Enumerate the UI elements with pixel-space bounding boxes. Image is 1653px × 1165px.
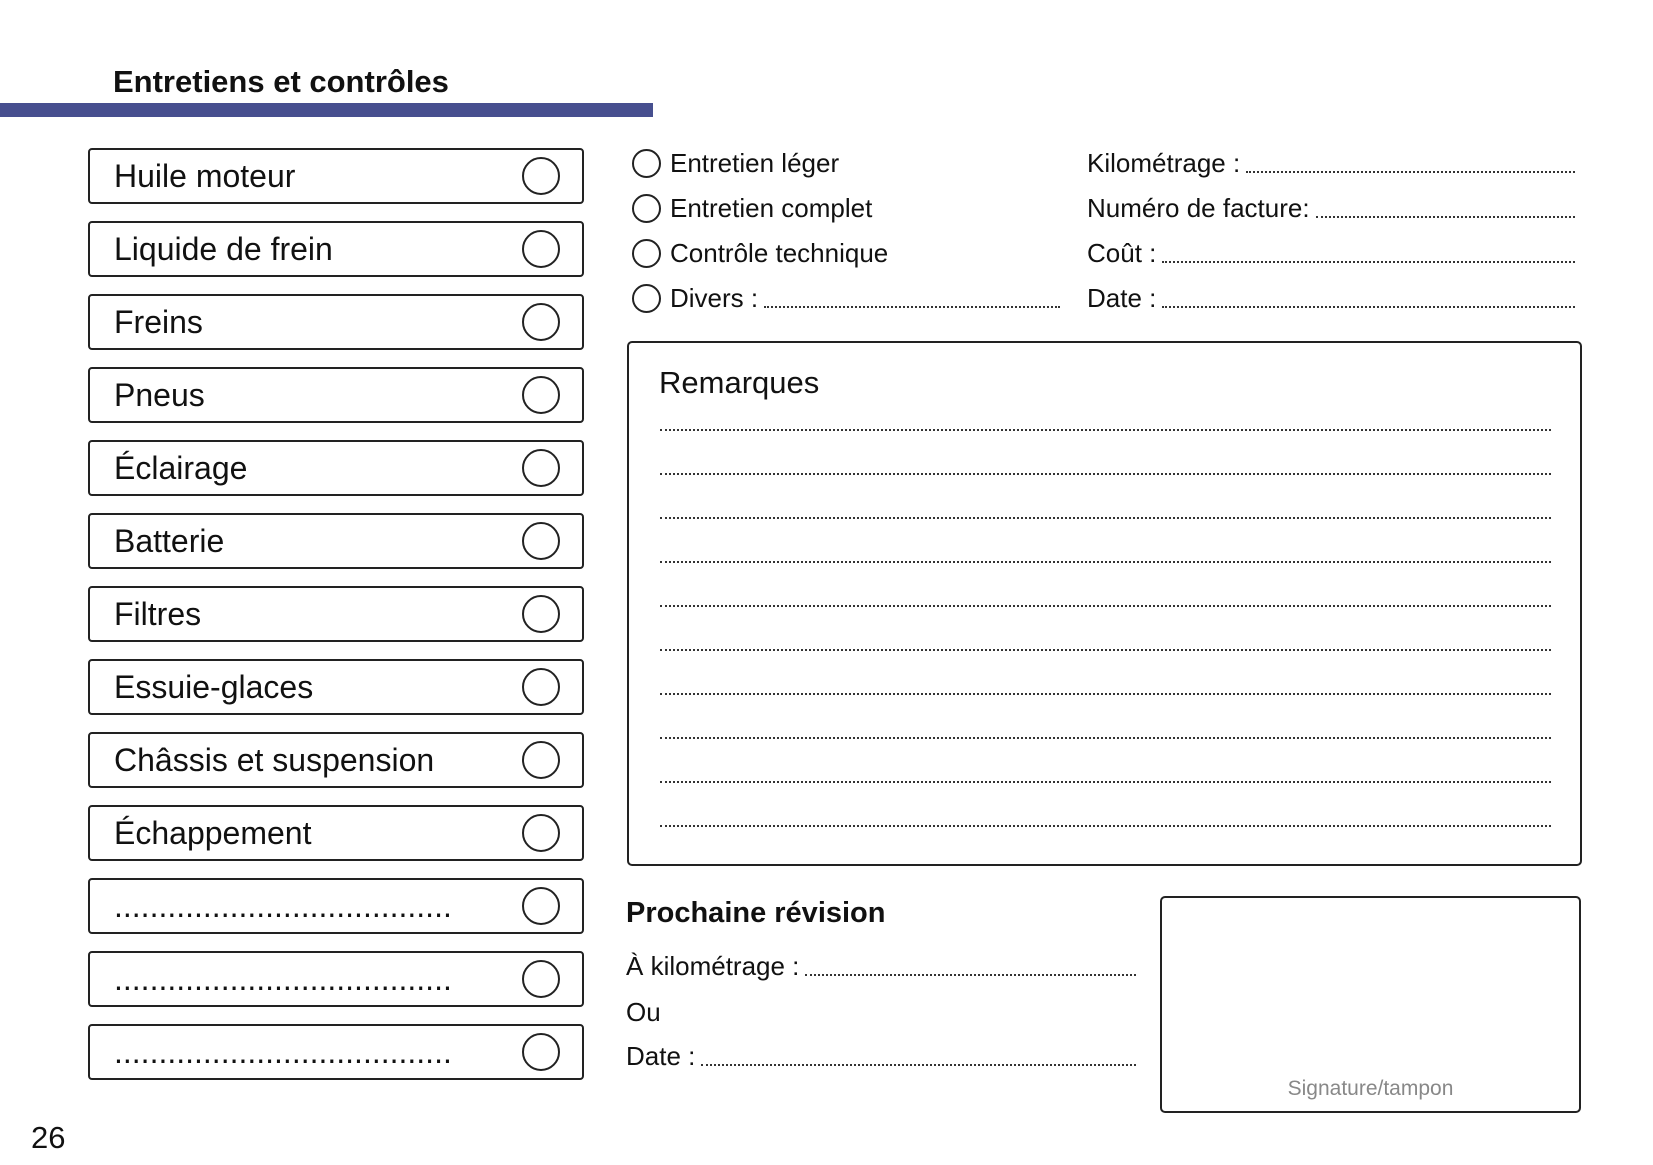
checklist-item[interactable]: Éclairage <box>88 440 584 496</box>
remarks-title: Remarques <box>659 365 820 400</box>
next-km-label: À kilométrage : <box>626 950 800 981</box>
option-label: Divers : <box>670 282 759 313</box>
checkbox-circle-icon[interactable] <box>522 157 560 195</box>
next-km-field[interactable]: À kilométrage : <box>626 950 1136 982</box>
remarks-line[interactable] <box>660 693 1551 695</box>
checklist-item-label: Éclairage <box>114 449 248 486</box>
remarks-line[interactable] <box>660 517 1551 519</box>
checklist-item[interactable]: Filtres <box>88 586 584 642</box>
checkbox-circle-icon[interactable] <box>522 960 560 998</box>
checkbox-circle-icon[interactable] <box>522 668 560 706</box>
checklist-item[interactable]: Pneus <box>88 367 584 423</box>
radio-circle-icon[interactable] <box>632 283 661 313</box>
radio-circle-icon[interactable] <box>632 148 661 178</box>
checkbox-circle-icon[interactable] <box>522 887 560 925</box>
field-label: Kilométrage : <box>1087 147 1241 178</box>
next-km-line[interactable] <box>805 956 1136 976</box>
checklist-item-label: Châssis et suspension <box>114 741 435 778</box>
checklist-item-label: Liquide de frein <box>114 230 333 267</box>
remarks-line[interactable] <box>660 473 1551 475</box>
checklist-item[interactable]: Essuie-glaces <box>88 659 584 715</box>
checkbox-circle-icon[interactable] <box>522 230 560 268</box>
field-line[interactable] <box>1162 288 1575 308</box>
signature-label: Signature/tampon <box>1287 1077 1454 1100</box>
checklist-item[interactable]: Châssis et suspension <box>88 732 584 788</box>
service-field[interactable]: Coût : <box>1087 238 1575 268</box>
checklist-item[interactable]: ...................................... <box>88 1024 584 1080</box>
checklist-item-label: Échappement <box>114 814 312 851</box>
field-label: Coût : <box>1087 237 1157 268</box>
option-label: Entretien complet <box>670 192 873 223</box>
remarks-line[interactable] <box>660 825 1551 827</box>
signature-box[interactable]: Signature/tampon <box>1160 896 1581 1113</box>
title-accent-bar <box>0 103 653 117</box>
checkbox-circle-icon[interactable] <box>522 449 560 487</box>
service-type-option[interactable]: Contrôle technique <box>632 238 888 268</box>
checklist-item-label: Freins <box>114 303 203 340</box>
page-title: Entretiens et contrôles <box>113 64 449 99</box>
or-label: Ou <box>626 996 661 1027</box>
checklist-item[interactable]: ...................................... <box>88 951 584 1007</box>
divers-line[interactable] <box>764 288 1060 308</box>
or-label-row: Ou <box>626 996 1136 1028</box>
next-date-field[interactable]: Date : <box>626 1040 1136 1072</box>
checklist-item-label: ...................................... <box>114 960 452 997</box>
checklist-item[interactable]: ...................................... <box>88 878 584 934</box>
checkbox-circle-icon[interactable] <box>522 595 560 633</box>
field-label: Numéro de facture: <box>1087 192 1310 223</box>
checkbox-circle-icon[interactable] <box>522 1033 560 1071</box>
radio-circle-icon[interactable] <box>632 238 661 268</box>
remarks-line[interactable] <box>660 605 1551 607</box>
checklist-item-label: ...................................... <box>114 1033 452 1070</box>
page-number: 26 <box>31 1120 66 1155</box>
field-line[interactable] <box>1246 153 1575 173</box>
checkbox-circle-icon[interactable] <box>522 522 560 560</box>
checkbox-circle-icon[interactable] <box>522 741 560 779</box>
service-field[interactable]: Date : <box>1087 283 1575 313</box>
remarks-line[interactable] <box>660 429 1551 431</box>
checklist-item[interactable]: Échappement <box>88 805 584 861</box>
checklist-item-label: Filtres <box>114 595 202 632</box>
service-field[interactable]: Kilométrage : <box>1087 148 1575 178</box>
next-date-label: Date : <box>626 1040 696 1071</box>
checklist-item[interactable]: Freins <box>88 294 584 350</box>
checklist-item-label: ...................................... <box>114 887 452 924</box>
option-label: Contrôle technique <box>670 237 889 268</box>
field-line[interactable] <box>1315 198 1575 218</box>
remarks-box[interactable]: Remarques <box>627 341 1582 866</box>
checkbox-circle-icon[interactable] <box>522 303 560 341</box>
field-label: Date : <box>1087 282 1157 313</box>
remarks-line[interactable] <box>660 561 1551 563</box>
option-label: Entretien léger <box>670 147 840 178</box>
radio-circle-icon[interactable] <box>632 193 661 223</box>
service-type-option[interactable]: Divers : <box>632 283 1060 313</box>
field-line[interactable] <box>1162 243 1575 263</box>
next-service-title: Prochaine révision <box>626 897 886 929</box>
checklist-item-label: Pneus <box>114 376 205 413</box>
checklist-item-label: Batterie <box>114 522 225 559</box>
checklist-item-label: Essuie-glaces <box>114 668 314 705</box>
checklist-item[interactable]: Huile moteur <box>88 148 584 204</box>
service-field[interactable]: Numéro de facture: <box>1087 193 1575 223</box>
remarks-line[interactable] <box>660 781 1551 783</box>
checklist-item[interactable]: Liquide de frein <box>88 221 584 277</box>
checkbox-circle-icon[interactable] <box>522 376 560 414</box>
remarks-line[interactable] <box>660 737 1551 739</box>
service-type-option[interactable]: Entretien léger <box>632 148 839 178</box>
checklist-item[interactable]: Batterie <box>88 513 584 569</box>
checkbox-circle-icon[interactable] <box>522 814 560 852</box>
remarks-line[interactable] <box>660 649 1551 651</box>
next-date-line[interactable] <box>701 1046 1136 1066</box>
service-type-option[interactable]: Entretien complet <box>632 193 872 223</box>
checklist-item-label: Huile moteur <box>114 157 296 194</box>
